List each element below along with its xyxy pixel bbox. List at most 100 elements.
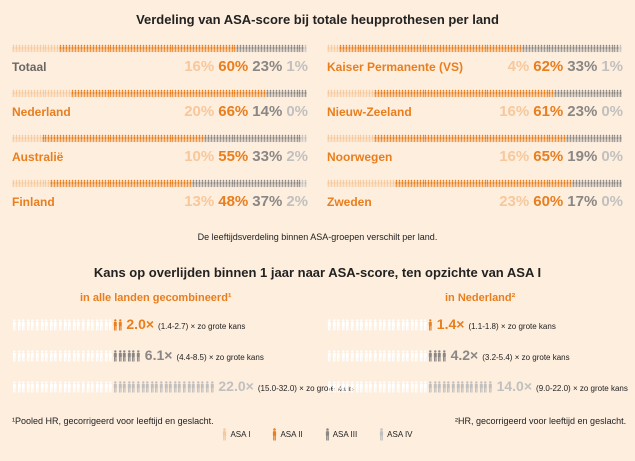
person-icon <box>92 134 95 143</box>
person-icon <box>398 44 401 53</box>
person-icon <box>354 134 356 143</box>
person-icon <box>77 89 80 98</box>
person-icon <box>157 134 160 143</box>
person-icon <box>534 89 537 98</box>
person-icon <box>451 381 455 393</box>
person-icon <box>174 134 177 143</box>
person-icon <box>448 89 451 98</box>
person-icon <box>472 89 475 98</box>
person-icon <box>348 134 351 143</box>
person-icon <box>298 134 301 143</box>
person-icon <box>18 179 21 188</box>
person-icon <box>436 134 439 143</box>
pct-label: 2% <box>286 148 308 165</box>
person-icon <box>219 179 222 188</box>
person-icon <box>489 134 492 143</box>
person-icon <box>554 179 557 188</box>
person-icon <box>104 319 108 331</box>
person-icon <box>602 89 605 98</box>
person-icon <box>484 44 486 53</box>
person-icon <box>407 179 410 188</box>
person-icon <box>159 381 163 393</box>
person-icon <box>260 44 263 53</box>
person-icon <box>351 134 354 143</box>
person-icon <box>424 44 427 53</box>
person-icon <box>357 134 359 143</box>
person-icon <box>475 44 478 53</box>
person-icon <box>248 89 251 98</box>
person-icon <box>18 89 21 98</box>
person-icon <box>616 89 619 98</box>
person-icon <box>405 350 409 362</box>
person-icon <box>186 44 189 53</box>
person-icon <box>21 134 24 143</box>
person-icon <box>525 134 528 143</box>
person-icon <box>590 89 593 98</box>
person-icon <box>172 44 174 53</box>
person-icon <box>504 134 507 143</box>
person-icon <box>182 381 186 393</box>
person-icon <box>17 350 21 362</box>
person-icon <box>359 350 363 362</box>
person-icon <box>260 179 263 188</box>
person-icon <box>560 44 563 53</box>
person-icon <box>33 179 36 188</box>
pct-label: 4% <box>507 58 530 75</box>
person-icon <box>163 179 166 188</box>
person-icon <box>74 134 77 143</box>
person-icon <box>371 134 374 143</box>
person-icon <box>543 134 545 143</box>
country-label: Totaal <box>12 60 47 74</box>
person-icon <box>404 44 407 53</box>
person-icon <box>133 134 136 143</box>
person-icon <box>141 381 145 393</box>
person-icon <box>364 350 368 362</box>
person-icon <box>345 179 348 188</box>
person-icon <box>369 319 373 331</box>
person-icon <box>433 381 437 393</box>
person-icon <box>445 179 448 188</box>
person-icon <box>531 44 534 53</box>
person-icon <box>410 89 413 98</box>
person-icon <box>130 179 133 188</box>
person-icon <box>584 44 587 53</box>
hr-ci: (1.4-2.7) × zo grote kans <box>158 322 246 331</box>
person-icon <box>587 89 590 98</box>
person-icon <box>587 134 590 143</box>
person-icon <box>543 89 545 98</box>
person-icon <box>15 179 18 188</box>
person-icon <box>231 44 233 53</box>
person-icon <box>22 381 25 393</box>
person-icon <box>608 179 610 188</box>
person-icon <box>528 179 531 188</box>
person-icon <box>83 44 86 53</box>
person-icon <box>395 134 398 143</box>
person-icon <box>504 44 507 53</box>
pct-label: 0% <box>601 148 623 165</box>
person-icon <box>546 134 548 143</box>
person-icon <box>451 179 454 188</box>
person-icon <box>339 89 342 98</box>
person-icon <box>39 44 41 53</box>
person-icon <box>260 134 263 143</box>
person-icon <box>474 381 478 393</box>
country-label: Kaiser Permanente (VS) <box>327 60 464 74</box>
country-label: Nieuw-Zeeland <box>327 105 412 119</box>
person-icon <box>492 89 495 98</box>
person-icon <box>71 179 74 188</box>
pct-label: 19% <box>567 148 598 165</box>
person-icon <box>189 89 192 98</box>
person-icon <box>351 89 354 98</box>
person-icon <box>613 89 616 98</box>
person-icon <box>281 134 284 143</box>
person-icon <box>145 179 148 188</box>
person-icon <box>484 381 487 393</box>
person-icon <box>109 134 112 143</box>
person-icon <box>362 179 365 188</box>
person-icon <box>389 179 392 188</box>
person-icon <box>266 134 269 143</box>
person-icon <box>451 134 454 143</box>
person-icon <box>522 134 525 143</box>
person-icon <box>287 179 290 188</box>
percentages: 10% 55% 33% 2% <box>180 148 308 165</box>
